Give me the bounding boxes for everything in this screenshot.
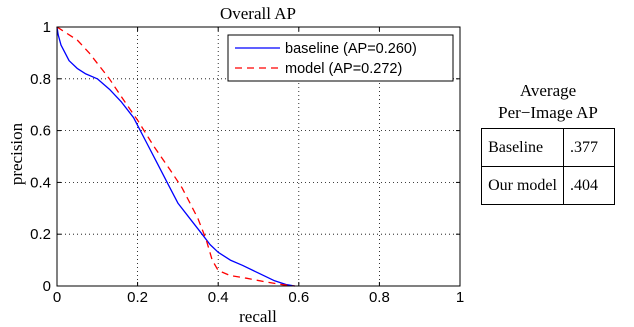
legend: baseline (AP=0.260) model (AP=0.272) — [227, 34, 454, 82]
per-image-ap-title-line2: Per−Image AP — [498, 103, 598, 122]
per-image-ap-panel: Average Per−Image AP Baseline .377 Our m… — [462, 80, 634, 205]
x-axis-label: recall — [239, 307, 277, 326]
y-tick-label: 0.2 — [30, 226, 51, 243]
y-tick-label: 1 — [43, 19, 51, 36]
table-row: Baseline .377 — [481, 128, 615, 167]
series-line-baseline — [56, 26, 295, 287]
table-row: Our model .404 — [481, 166, 615, 205]
legend-box — [227, 34, 454, 82]
x-tick-label: 0.8 — [369, 289, 390, 306]
row-value-our-model: .404 — [562, 166, 615, 205]
series-lines — [56, 26, 295, 287]
row-label-our-model: Our model — [481, 166, 564, 205]
y-tick-label: 0.6 — [30, 123, 51, 140]
legend-label: baseline (AP=0.260) — [285, 41, 417, 57]
per-image-ap-title-line1: Average — [519, 81, 577, 100]
per-image-ap-table: Baseline .377 Our model .404 — [481, 128, 615, 205]
y-tick-label: 0 — [43, 278, 51, 295]
row-label-baseline: Baseline — [481, 128, 564, 167]
y-axis-label: precision — [7, 122, 26, 185]
legend-label: model (AP=0.272) — [285, 61, 402, 77]
y-tick-label: 0.4 — [30, 174, 51, 191]
series-line-model — [56, 26, 295, 287]
axis-ticks: 0 0.2 0.4 0.6 0.8 1 0 0.2 0.4 0.6 0.8 1 — [30, 19, 464, 306]
y-tick-label: 0.8 — [30, 71, 51, 88]
x-tick-label: 1 — [456, 289, 464, 306]
chart-title: Overall AP — [220, 4, 296, 23]
x-tick-label: 0 — [53, 289, 61, 306]
x-tick-label: 0.4 — [208, 289, 229, 306]
row-value-baseline: .377 — [562, 128, 615, 167]
x-tick-label: 0.2 — [127, 289, 148, 306]
plot-frame — [56, 26, 461, 287]
x-tick-label: 0.6 — [288, 289, 309, 306]
